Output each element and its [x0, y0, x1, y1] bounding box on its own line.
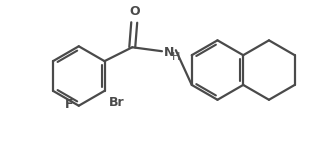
- Text: F: F: [65, 98, 74, 111]
- Text: H: H: [172, 52, 180, 62]
- Text: N: N: [164, 46, 174, 59]
- Text: Br: Br: [109, 96, 124, 109]
- Text: O: O: [129, 5, 139, 17]
